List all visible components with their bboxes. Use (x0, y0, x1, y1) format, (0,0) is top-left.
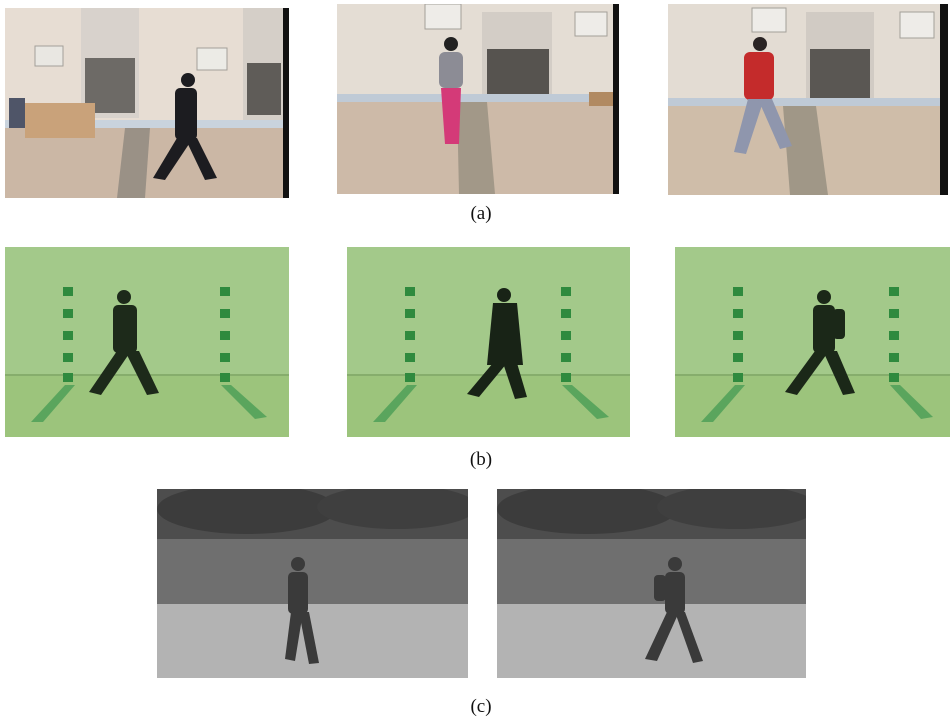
photo-a-1-man-walking-outdoor (5, 8, 289, 198)
caption-b: (b) (469, 449, 493, 470)
photo-a-2-woman-walking-outdoor (337, 4, 619, 194)
photo-c-1-infrared-person-walking (157, 489, 468, 678)
caption-c: (c) (470, 696, 492, 717)
photo-b-3-man-backpack-walking-studio (675, 247, 950, 437)
caption-a: (a) (470, 203, 492, 224)
photo-b-2-man-coat-walking-studio (347, 247, 630, 437)
photo-b-1-man-walking-studio (5, 247, 289, 437)
photo-a-3-man-red-jacket-walking-outdoor (668, 4, 948, 195)
photo-c-2-infrared-person-backpack-walking (497, 489, 806, 678)
